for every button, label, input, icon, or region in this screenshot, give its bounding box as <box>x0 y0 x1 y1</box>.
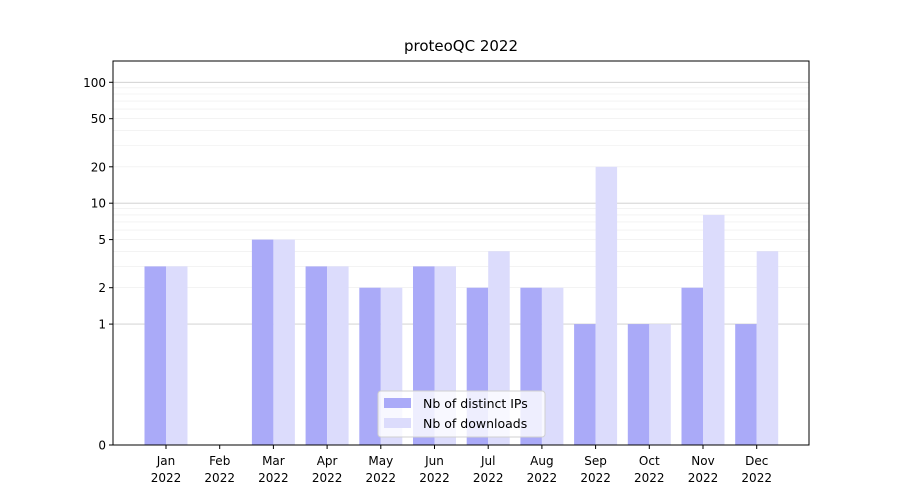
x-tick-label-month: Mar <box>262 454 285 468</box>
x-tick-label-month: Feb <box>209 454 230 468</box>
y-tick-label: 50 <box>91 112 106 126</box>
y-tick-label: 2 <box>98 281 106 295</box>
x-tick-label-year: 2022 <box>419 471 450 485</box>
x-tick-label-year: 2022 <box>741 471 772 485</box>
grid <box>113 81 809 325</box>
legend-swatch <box>384 418 411 428</box>
x-tick-label-month: Apr <box>317 454 338 468</box>
x-tick-label-month: Nov <box>691 454 714 468</box>
legend-box <box>377 390 546 438</box>
bar <box>305 266 328 445</box>
y-tick-label: 0 <box>98 439 106 453</box>
x-tick-label-year: 2022 <box>473 471 504 485</box>
x-tick-label-year: 2022 <box>688 471 719 485</box>
x-tick-label-year: 2022 <box>527 471 558 485</box>
x-tick-label-month: Dec <box>745 454 768 468</box>
x-tick-label-month: Jan <box>156 454 176 468</box>
legend-label: Nb of downloads <box>423 416 527 431</box>
bar <box>627 324 650 445</box>
bar <box>574 324 596 445</box>
x-tick-label-month: Oct <box>639 454 660 468</box>
bar <box>273 239 295 445</box>
bar <box>251 239 274 445</box>
x-tick-label-month: Jun <box>424 454 444 468</box>
bar <box>541 287 564 445</box>
x-tick-label-month: Aug <box>530 454 553 468</box>
x-tick-label-year: 2022 <box>151 471 182 485</box>
x-tick-label-month: Sep <box>584 454 607 468</box>
bar <box>595 166 618 445</box>
bar <box>756 251 779 445</box>
plot-frame <box>112 60 810 446</box>
legend-swatch <box>384 398 411 408</box>
x-tick-label-year: 2022 <box>204 471 235 485</box>
bar <box>166 266 188 445</box>
bar <box>327 266 349 445</box>
chart-title: proteoQC 2022 <box>404 37 518 55</box>
y-tick-label: 1 <box>98 318 106 332</box>
x-tick-label-year: 2022 <box>634 471 665 485</box>
x-tick-label-year: 2022 <box>258 471 289 485</box>
bar <box>359 287 381 445</box>
legend: Nb of distinct IPs Nb of downloads <box>377 390 546 438</box>
x-tick-label-year: 2022 <box>580 471 611 485</box>
x-tick-label-month: Jul <box>480 454 495 468</box>
bar <box>681 287 703 445</box>
x-tick-label-month: May <box>368 454 393 468</box>
bar <box>735 324 757 445</box>
legend-label: Nb of distinct IPs <box>423 396 528 411</box>
y-tick-label: 5 <box>98 233 106 247</box>
y-axis: 0 1 2 5 10 20 50 100 <box>83 76 113 453</box>
bar <box>144 266 166 445</box>
x-tick-label-year: 2022 <box>312 471 343 485</box>
x-axis: Jan 2022 Feb 2022 Mar 2022 Apr 2022 May 2022 Jun 20… <box>151 445 772 485</box>
x-tick-label-year: 2022 <box>366 471 397 485</box>
bar <box>703 214 725 445</box>
y-tick-label: 20 <box>91 160 106 174</box>
y-tick-label: 10 <box>91 197 106 211</box>
bar <box>649 324 671 445</box>
y-tick-label: 100 <box>83 76 106 90</box>
